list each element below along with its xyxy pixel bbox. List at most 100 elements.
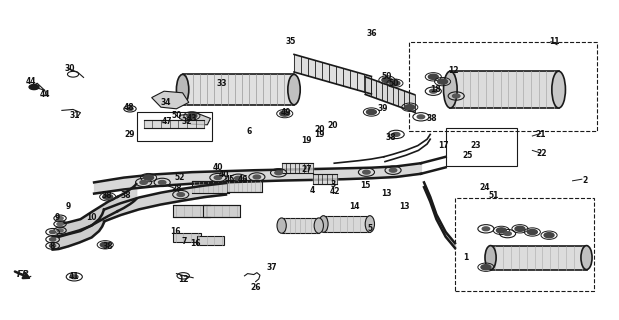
Text: 9: 9 bbox=[55, 213, 60, 222]
Circle shape bbox=[103, 194, 113, 199]
Circle shape bbox=[417, 115, 425, 119]
Text: 17: 17 bbox=[438, 141, 449, 150]
Text: 51: 51 bbox=[488, 191, 498, 200]
Circle shape bbox=[481, 265, 491, 270]
Bar bbox=[137, 112, 212, 141]
Circle shape bbox=[392, 132, 400, 136]
Circle shape bbox=[482, 227, 490, 231]
Text: 37: 37 bbox=[266, 263, 277, 272]
Text: 45: 45 bbox=[225, 175, 235, 184]
Circle shape bbox=[253, 175, 261, 179]
Circle shape bbox=[515, 226, 525, 231]
Text: 52: 52 bbox=[175, 173, 184, 182]
Text: 12: 12 bbox=[178, 276, 188, 284]
Text: 19: 19 bbox=[301, 136, 311, 145]
Ellipse shape bbox=[552, 71, 565, 108]
Circle shape bbox=[363, 170, 370, 174]
Bar bbox=[173, 233, 201, 242]
Bar bbox=[282, 218, 319, 233]
Text: 16: 16 bbox=[170, 228, 180, 236]
Text: 33: 33 bbox=[217, 79, 227, 88]
Text: 23: 23 bbox=[471, 141, 481, 150]
Text: 49: 49 bbox=[281, 108, 291, 116]
Text: 29: 29 bbox=[125, 130, 135, 139]
Text: 48: 48 bbox=[123, 103, 134, 112]
Circle shape bbox=[127, 107, 133, 110]
Text: 12: 12 bbox=[449, 66, 459, 75]
Text: 22: 22 bbox=[537, 149, 547, 158]
Text: 31: 31 bbox=[69, 111, 79, 120]
Circle shape bbox=[50, 244, 56, 247]
Ellipse shape bbox=[176, 75, 189, 105]
Circle shape bbox=[496, 228, 506, 233]
Text: 16: 16 bbox=[191, 239, 201, 248]
Circle shape bbox=[29, 84, 39, 90]
Bar bbox=[183, 75, 294, 105]
Circle shape bbox=[438, 79, 448, 84]
Text: 38: 38 bbox=[102, 191, 113, 200]
Circle shape bbox=[452, 94, 460, 98]
Text: 50: 50 bbox=[389, 79, 399, 88]
Circle shape bbox=[57, 217, 63, 220]
Bar bbox=[173, 205, 210, 217]
Text: 24: 24 bbox=[480, 183, 490, 192]
Ellipse shape bbox=[288, 75, 300, 105]
Circle shape bbox=[214, 176, 222, 180]
Circle shape bbox=[187, 113, 197, 118]
Text: 9: 9 bbox=[66, 202, 71, 211]
Text: 5: 5 bbox=[368, 224, 373, 233]
Circle shape bbox=[100, 242, 110, 247]
Bar bbox=[197, 236, 224, 245]
Text: 40: 40 bbox=[219, 170, 228, 179]
Text: 20: 20 bbox=[327, 121, 337, 130]
Circle shape bbox=[177, 193, 184, 196]
Text: 41: 41 bbox=[69, 272, 79, 281]
Circle shape bbox=[405, 105, 415, 110]
Text: 38: 38 bbox=[121, 191, 132, 200]
Circle shape bbox=[382, 77, 392, 83]
Circle shape bbox=[57, 229, 63, 232]
Text: 26: 26 bbox=[251, 284, 261, 292]
Text: 11: 11 bbox=[549, 37, 559, 46]
Circle shape bbox=[544, 233, 554, 238]
Text: 44: 44 bbox=[40, 90, 50, 99]
Text: 36: 36 bbox=[366, 29, 376, 38]
Text: 19: 19 bbox=[314, 130, 324, 139]
Text: 25: 25 bbox=[462, 151, 472, 160]
Bar bbox=[324, 216, 370, 232]
Ellipse shape bbox=[485, 246, 496, 269]
Circle shape bbox=[235, 176, 242, 180]
Text: 13: 13 bbox=[400, 202, 410, 211]
Circle shape bbox=[50, 238, 56, 241]
Text: 4: 4 bbox=[310, 186, 315, 195]
Bar bbox=[227, 180, 261, 192]
Bar bbox=[409, 42, 597, 131]
Circle shape bbox=[428, 74, 438, 79]
Text: 46: 46 bbox=[238, 175, 248, 184]
Ellipse shape bbox=[365, 216, 374, 232]
Text: 40: 40 bbox=[213, 163, 223, 172]
Circle shape bbox=[527, 229, 537, 235]
Polygon shape bbox=[180, 114, 210, 125]
Ellipse shape bbox=[314, 218, 324, 233]
Circle shape bbox=[389, 168, 397, 172]
Text: 3: 3 bbox=[331, 180, 335, 188]
Text: 21: 21 bbox=[535, 130, 545, 139]
Text: 38: 38 bbox=[102, 242, 113, 251]
Circle shape bbox=[275, 171, 282, 175]
Text: 38: 38 bbox=[385, 133, 396, 142]
Text: 20: 20 bbox=[314, 125, 324, 134]
Circle shape bbox=[390, 81, 400, 86]
Text: 28: 28 bbox=[171, 184, 182, 193]
Text: 38: 38 bbox=[426, 114, 437, 123]
Bar bbox=[490, 246, 586, 269]
Text: 34: 34 bbox=[161, 98, 171, 107]
Text: 30: 30 bbox=[64, 64, 74, 73]
Ellipse shape bbox=[443, 71, 457, 108]
Circle shape bbox=[57, 222, 63, 226]
Text: 35: 35 bbox=[286, 37, 296, 46]
Circle shape bbox=[430, 89, 437, 93]
Bar bbox=[203, 205, 240, 217]
Text: 44: 44 bbox=[26, 77, 36, 86]
Text: FR.: FR. bbox=[17, 270, 33, 279]
